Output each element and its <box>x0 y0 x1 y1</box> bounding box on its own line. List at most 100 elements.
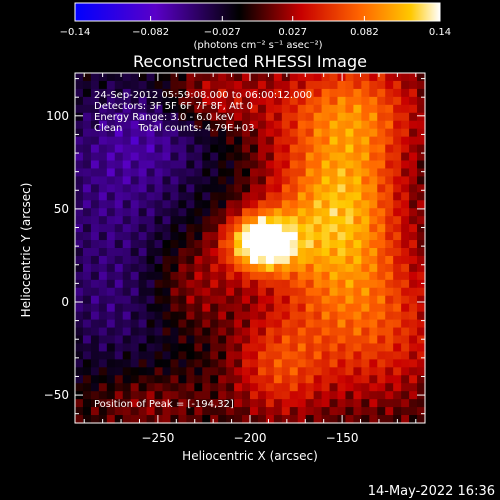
heatmap-cell <box>138 399 148 408</box>
heatmap-cell <box>106 152 116 162</box>
heatmap-cell <box>377 263 386 273</box>
heatmap-cell <box>106 263 116 273</box>
heatmap-cell <box>329 152 339 162</box>
heatmap-cell <box>226 216 235 225</box>
heatmap-cell <box>90 383 100 392</box>
heatmap-cell <box>178 104 187 114</box>
heatmap-cell <box>409 335 418 345</box>
heatmap-cell <box>361 112 370 122</box>
heatmap-cell <box>329 287 339 297</box>
heatmap-cell <box>242 216 251 225</box>
heatmap-cell <box>297 80 307 90</box>
heatmap-cell <box>313 248 323 257</box>
heatmap-cell <box>82 415 92 424</box>
heatmap-cell <box>234 73 243 82</box>
heatmap-cell <box>98 200 108 209</box>
heatmap-cell <box>393 335 402 345</box>
heatmap-cell <box>281 255 291 265</box>
heatmap-cell <box>114 303 124 313</box>
heatmap-cell <box>393 152 402 162</box>
heatmap-cell <box>281 295 291 305</box>
heatmap-cell <box>313 160 323 170</box>
heatmap-cell <box>234 128 243 138</box>
heatmap-cell <box>257 168 267 177</box>
heatmap-cell <box>178 120 187 130</box>
heatmap-cell <box>273 168 283 177</box>
x-axis-label: Heliocentric X (arcsec) <box>182 449 318 463</box>
heatmap-cell <box>385 112 394 122</box>
heatmap-cell <box>321 351 331 360</box>
heatmap-cell <box>353 192 362 201</box>
heatmap-cell <box>345 128 354 138</box>
heatmap-cell <box>154 279 164 289</box>
heatmap-cell <box>202 399 211 408</box>
heatmap-cell <box>313 343 323 352</box>
heatmap-cell <box>369 192 378 201</box>
heatmap-cell <box>162 248 172 257</box>
heatmap-cell <box>417 343 426 352</box>
heatmap-cell <box>257 128 267 138</box>
heatmap-cell <box>154 263 164 273</box>
heatmap-cell <box>297 224 307 233</box>
heatmap-cell <box>337 399 347 408</box>
heatmap-cell <box>210 335 219 345</box>
heatmap-cell <box>353 240 362 249</box>
heatmap-cell <box>226 383 235 392</box>
heatmap-cell <box>401 399 410 408</box>
heatmap-cell <box>75 367 84 376</box>
heatmap-cell <box>353 327 362 337</box>
heatmap-cell <box>321 128 331 138</box>
heatmap-cell <box>98 73 108 82</box>
heatmap-cell <box>305 335 315 345</box>
heatmap-cell <box>313 367 323 376</box>
heatmap-cell <box>106 383 116 392</box>
heatmap-cell <box>106 216 116 225</box>
heatmap-cell <box>194 80 203 90</box>
heatmap-cell <box>90 216 100 225</box>
heatmap-cell <box>178 295 187 305</box>
plot-timestamp: 14-May-2022 16:36 <box>368 484 495 499</box>
heatmap-cell <box>234 248 243 257</box>
heatmap-cell <box>194 152 203 162</box>
heatmap-cell <box>417 104 426 114</box>
heatmap-cell <box>162 216 172 225</box>
heatmap-cell <box>417 399 426 408</box>
heatmap-cell <box>337 391 347 400</box>
heatmap-cell <box>417 263 426 273</box>
heatmap-cell <box>273 96 283 106</box>
heatmap-cell <box>273 287 283 297</box>
heatmap-cell <box>257 327 267 337</box>
heatmap-cell <box>82 303 92 313</box>
heatmap-cell <box>210 383 219 392</box>
heatmap-cell <box>345 208 354 217</box>
heatmap-cell <box>401 176 410 185</box>
heatmap-cell <box>114 335 124 345</box>
heatmap-cell <box>130 271 140 281</box>
heatmap-cell <box>226 208 235 217</box>
heatmap-cell <box>122 144 132 154</box>
heatmap-cell <box>194 136 203 146</box>
heatmap-cell <box>313 255 323 265</box>
heatmap-cell <box>90 263 100 273</box>
heatmap-cell <box>250 200 259 209</box>
colorbar-unit-label: (photons cm⁻² s⁻¹ asec⁻²) <box>193 40 322 51</box>
heatmap-cell <box>361 367 370 376</box>
heatmap-cell <box>202 216 211 225</box>
heatmap-cell <box>186 200 195 209</box>
heatmap-cell <box>345 88 354 98</box>
heatmap-cell <box>361 319 370 329</box>
heatmap-cell <box>345 407 354 416</box>
heatmap-cell <box>353 271 362 281</box>
heatmap-cell <box>154 112 164 122</box>
heatmap-cell <box>265 351 275 360</box>
heatmap-cell <box>82 120 92 130</box>
heatmap-cell <box>210 120 219 130</box>
heatmap-cell <box>82 335 92 345</box>
heatmap-cell <box>226 279 235 289</box>
heatmap-cell <box>75 112 84 122</box>
heatmap-cell <box>409 351 418 360</box>
heatmap-cell <box>194 240 203 249</box>
heatmap-cell <box>353 287 362 297</box>
heatmap-cell <box>90 359 100 368</box>
heatmap-cell <box>329 303 339 313</box>
